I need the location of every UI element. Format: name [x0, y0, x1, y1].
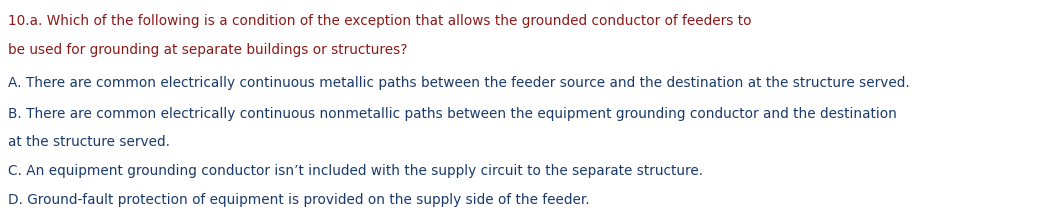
- Text: C. An equipment grounding conductor isn’t included with the supply circuit to th: C. An equipment grounding conductor isn’…: [8, 164, 704, 178]
- Text: 10.a. Which of the following is a condition of the exception that allows the gro: 10.a. Which of the following is a condit…: [8, 14, 752, 28]
- Text: at the structure served.: at the structure served.: [8, 135, 170, 149]
- Text: A. There are common electrically continuous metallic paths between the feeder so: A. There are common electrically continu…: [8, 76, 910, 90]
- Text: B. There are common electrically continuous nonmetallic paths between the equipm: B. There are common electrically continu…: [8, 107, 898, 121]
- Text: be used for grounding at separate buildings or structures?: be used for grounding at separate buildi…: [8, 43, 407, 57]
- Text: D. Ground-fault protection of equipment is provided on the supply side of the fe: D. Ground-fault protection of equipment …: [8, 193, 590, 207]
